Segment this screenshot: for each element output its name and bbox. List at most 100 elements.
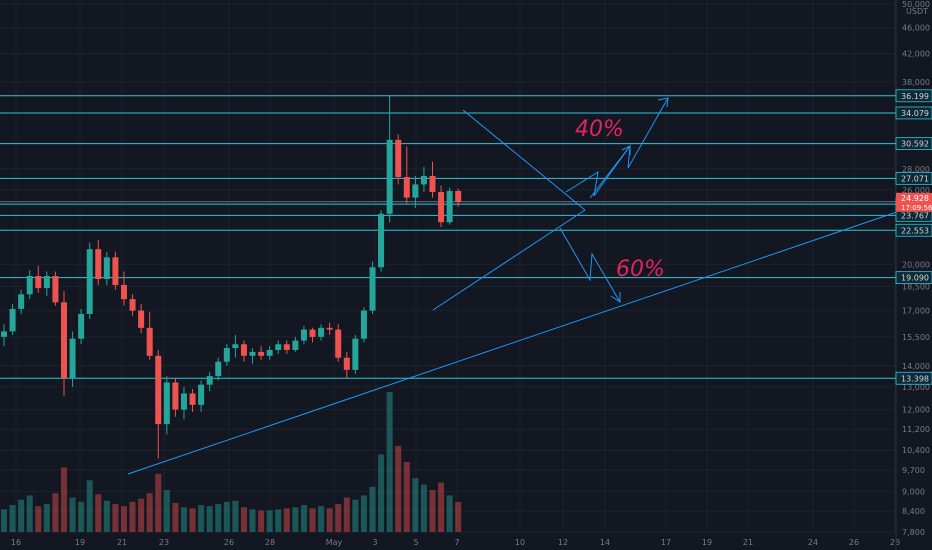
bearish-zigzag-path: [559, 227, 621, 303]
x-tick-label: 12: [558, 538, 568, 547]
volume-bar: [369, 486, 376, 532]
x-tick-label: May: [326, 538, 343, 547]
y-tick-label: 14,000: [902, 362, 930, 371]
y-tick-label: 9,700: [902, 466, 925, 475]
y-tick-label: 46,000: [902, 24, 930, 33]
candle-body: [395, 139, 402, 178]
candle-body: [352, 338, 359, 370]
volume-bar: [155, 473, 162, 532]
volume-bar: [43, 504, 50, 532]
volume-bar: [258, 510, 265, 532]
price-lines[interactable]: [0, 95, 896, 379]
x-tick-label: 19: [702, 538, 712, 547]
x-tick-label: 21: [117, 538, 127, 547]
volume-bar: [103, 500, 110, 532]
volume-bar: [146, 493, 153, 532]
volume-histogram: [1, 392, 462, 532]
volume-bar: [163, 490, 170, 532]
candle-body: [378, 213, 385, 268]
candle-body: [309, 329, 316, 337]
candle-body: [112, 257, 119, 286]
candle-body: [78, 313, 85, 339]
volume-bar: [455, 501, 462, 532]
x-tick-label: 10: [515, 538, 525, 547]
y-tick-label: 9,000: [902, 487, 925, 496]
x-tick-label: 28: [265, 538, 275, 547]
volume-bar: [395, 445, 402, 532]
candles[interactable]: [1, 94, 462, 459]
candle-body: [326, 327, 333, 330]
y-tick-label: 42,000: [902, 50, 930, 59]
volume-bar: [138, 498, 145, 532]
candle-body: [386, 139, 393, 214]
y-tick-label: 38,000: [902, 78, 930, 87]
volume-bar: [318, 506, 325, 532]
y-tick-label: 26,000: [902, 186, 930, 195]
current-price-label: 24.928 17:09:56: [896, 192, 932, 212]
volume-bar: [266, 510, 273, 532]
y-tick-label: 28,000: [902, 165, 930, 174]
volume-bar: [223, 501, 230, 532]
volume-bar: [18, 499, 25, 532]
bullish-zigzag-path-2: [589, 97, 669, 199]
volume-bar: [86, 480, 93, 532]
candle-body: [300, 329, 307, 341]
volume-bar: [35, 506, 42, 532]
time-axis[interactable]: 16 19 21 23 26 28 May 3 5 7 10 12 14 17 19 21 24 26 28: [11, 538, 900, 547]
x-tick-label: 5: [413, 538, 418, 547]
candle-body: [249, 351, 256, 356]
x-tick-label: 14: [600, 538, 610, 547]
candle-body: [403, 177, 410, 198]
candle-body: [232, 344, 239, 349]
y-tick-label: 8,400: [902, 507, 925, 516]
candle-body: [438, 192, 445, 223]
x-tick-label: 16: [11, 538, 21, 547]
volume-bar: [198, 505, 205, 532]
volume-bar: [215, 504, 222, 532]
candle-body: [60, 302, 67, 379]
volume-bar: [1, 509, 7, 532]
volume-bar: [386, 392, 393, 532]
x-tick-label: 26: [224, 538, 234, 547]
y-tick-label: 12,000: [902, 406, 930, 415]
volume-bar: [378, 454, 385, 532]
triangle-upper-trendline: [462, 109, 586, 211]
candle-body: [138, 310, 145, 328]
volume-bar: [180, 507, 187, 532]
volume-bar: [446, 495, 453, 532]
price-level-label: 27.071: [901, 174, 929, 183]
volume-bar: [283, 508, 290, 532]
candle-body: [86, 249, 93, 314]
volume-bar: [60, 467, 67, 532]
candle-body: [318, 327, 325, 337]
x-tick-label: 23: [159, 538, 169, 547]
y-tick-label: 50,000: [902, 0, 930, 9]
y-tick-label: 15,500: [902, 333, 930, 342]
candle-body: [420, 175, 427, 185]
volume-bar: [232, 500, 239, 532]
price-level-badge: [895, 371, 932, 385]
volume-bar: [300, 505, 307, 532]
candle-body: [266, 349, 273, 356]
current-price-value: 24.928: [901, 194, 929, 203]
candle-body: [155, 355, 162, 425]
candle-body: [146, 327, 153, 356]
price-level-label: 13.398: [901, 374, 929, 383]
x-tick-label: 26: [849, 538, 859, 547]
candle-body: [429, 175, 436, 193]
volume-bar: [9, 505, 16, 532]
y-tick-label: 10,400: [902, 446, 930, 455]
candle-body: [69, 338, 76, 379]
volume-bar: [172, 502, 179, 532]
volume-bar: [240, 507, 247, 532]
drawings[interactable]: [127, 97, 932, 475]
annotation-60-percent: 60%: [616, 257, 665, 282]
volume-bar: [326, 508, 333, 532]
candle-body: [343, 357, 350, 370]
x-tick-label: 19: [75, 538, 85, 547]
candle-body: [206, 376, 213, 385]
y-tick-label: 20,000: [902, 260, 930, 269]
volume-bar: [420, 484, 427, 532]
volume-bar: [360, 495, 367, 532]
